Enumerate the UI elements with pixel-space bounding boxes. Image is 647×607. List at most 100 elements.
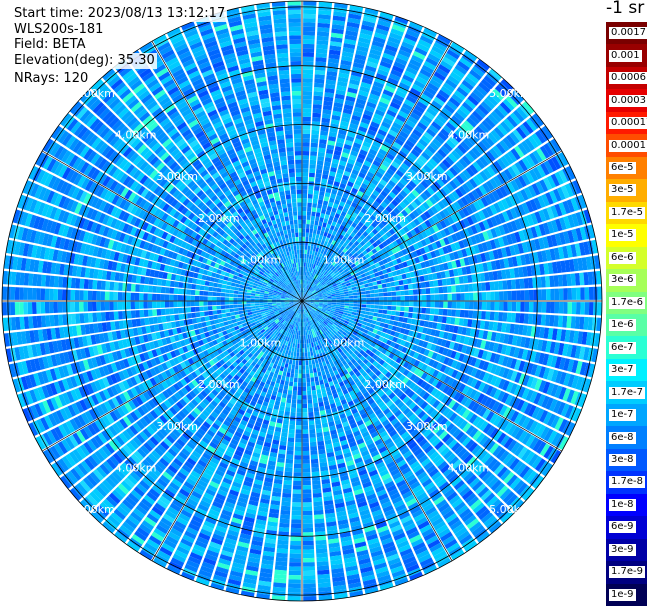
range-gate — [309, 311, 313, 316]
range-gate — [199, 301, 204, 306]
range-gate — [534, 378, 543, 391]
range-gate — [187, 365, 194, 373]
range-gate — [398, 333, 404, 339]
range-gate — [371, 374, 378, 381]
range-gate — [340, 333, 346, 339]
range-gate — [320, 328, 325, 334]
range-gate — [388, 445, 398, 453]
range-gate — [412, 352, 420, 359]
range-gate — [124, 495, 137, 507]
range-gate — [313, 306, 318, 309]
range-gate — [113, 282, 119, 291]
range-gate — [204, 433, 213, 441]
range-gate — [562, 388, 571, 402]
range-gate — [351, 524, 363, 532]
range-gate — [461, 327, 467, 336]
range-gate — [219, 352, 226, 359]
range-gate — [356, 380, 363, 388]
range-gate — [278, 370, 283, 376]
range-gate — [440, 323, 446, 331]
range-gate — [417, 361, 424, 370]
range-gate — [526, 376, 535, 388]
range-gate — [360, 313, 365, 318]
range-gate — [278, 526, 290, 533]
range-gate — [251, 322, 257, 327]
range-gate — [300, 305, 302, 310]
range-gate — [266, 468, 275, 475]
range-gate — [342, 487, 353, 494]
range-gate — [232, 513, 244, 521]
range-gate — [327, 305, 332, 308]
range-gate — [334, 383, 341, 389]
range-gate — [296, 408, 302, 413]
range-gate — [259, 303, 264, 306]
range-gate — [489, 498, 502, 511]
range-gate — [361, 307, 366, 311]
range-gate — [423, 444, 434, 454]
range-gate — [187, 413, 196, 422]
range-gate — [402, 555, 417, 565]
range-gate — [195, 577, 210, 586]
range-gate — [164, 378, 173, 387]
range-gate — [253, 425, 261, 432]
range-gate — [276, 298, 281, 300]
range-gate — [285, 359, 290, 364]
range-gate — [232, 349, 239, 355]
range-gate — [87, 290, 93, 301]
range-gate — [176, 355, 184, 363]
range-gate — [326, 317, 331, 322]
range-gate — [259, 572, 273, 578]
range-gate — [329, 353, 334, 359]
range-gate — [546, 354, 554, 367]
range-gate — [280, 312, 285, 317]
range-gate — [207, 545, 221, 554]
range-gate — [264, 349, 270, 355]
range-gate — [320, 310, 325, 314]
range-gate — [265, 533, 277, 540]
range-gate — [269, 508, 280, 515]
range-gate — [369, 308, 375, 313]
range-gate — [312, 319, 316, 324]
range-gate — [383, 545, 397, 554]
range-gate — [290, 304, 295, 307]
range-gate — [205, 516, 217, 525]
range-gate — [333, 369, 339, 376]
range-gate — [314, 312, 318, 317]
range-gate — [304, 313, 307, 318]
range-gate — [438, 301, 444, 308]
range-gate — [375, 461, 386, 470]
range-gate — [291, 315, 295, 321]
range-gate — [403, 494, 415, 503]
range-gate — [188, 522, 200, 532]
range-gate — [151, 531, 164, 542]
range-gate — [316, 389, 322, 395]
range-gate — [415, 346, 422, 353]
range-gate — [461, 489, 474, 501]
range-gate — [74, 301, 80, 312]
range-gate — [297, 317, 300, 323]
range-gate — [130, 453, 141, 464]
range-gate — [248, 437, 257, 444]
range-gate — [368, 336, 375, 342]
range-gate — [206, 464, 216, 473]
range-gate — [232, 405, 240, 413]
range-gate — [180, 378, 188, 387]
range-gate — [275, 396, 282, 402]
range-gate — [270, 394, 277, 401]
range-gate — [213, 350, 220, 357]
range-gate — [386, 400, 394, 408]
range-gate — [262, 342, 267, 348]
range-gate — [336, 458, 345, 465]
range-gate — [236, 346, 242, 352]
range-gate — [297, 382, 302, 387]
range-gate — [283, 480, 292, 485]
range-gate — [338, 431, 346, 438]
range-gate — [302, 335, 304, 340]
range-gate — [180, 538, 193, 548]
range-gate — [334, 320, 340, 325]
range-gate — [332, 329, 337, 335]
range-gate — [519, 465, 531, 479]
range-gate — [199, 285, 205, 291]
range-gate — [543, 428, 554, 442]
range-gate — [271, 495, 281, 502]
